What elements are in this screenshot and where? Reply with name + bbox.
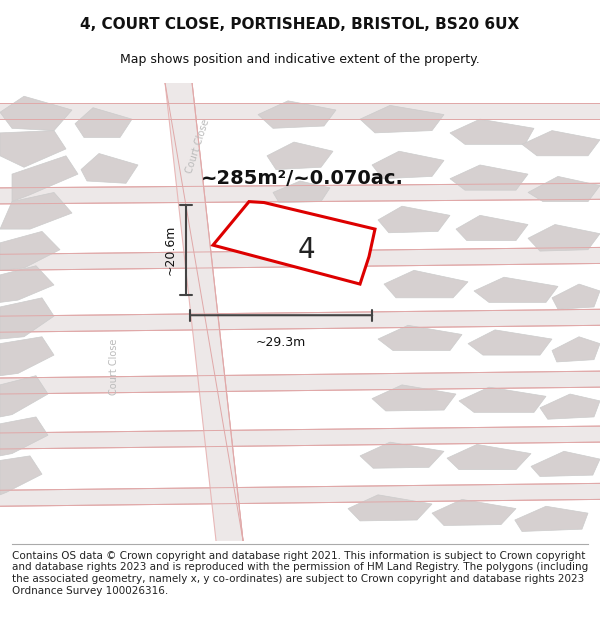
Polygon shape bbox=[258, 101, 336, 128]
Polygon shape bbox=[515, 506, 588, 531]
Polygon shape bbox=[0, 183, 600, 204]
Polygon shape bbox=[552, 284, 600, 309]
Polygon shape bbox=[0, 337, 54, 376]
Polygon shape bbox=[267, 142, 333, 169]
Polygon shape bbox=[0, 103, 600, 119]
Polygon shape bbox=[459, 387, 546, 412]
Text: 4: 4 bbox=[297, 236, 315, 264]
Polygon shape bbox=[0, 371, 600, 394]
Polygon shape bbox=[348, 495, 432, 521]
Polygon shape bbox=[0, 96, 72, 131]
Polygon shape bbox=[213, 202, 375, 284]
Text: Contains OS data © Crown copyright and database right 2021. This information is : Contains OS data © Crown copyright and d… bbox=[12, 551, 588, 596]
Polygon shape bbox=[273, 181, 330, 203]
Polygon shape bbox=[372, 151, 444, 179]
Polygon shape bbox=[474, 278, 558, 302]
Polygon shape bbox=[0, 376, 48, 417]
Polygon shape bbox=[378, 325, 462, 351]
Polygon shape bbox=[0, 483, 600, 506]
Polygon shape bbox=[552, 337, 600, 362]
Polygon shape bbox=[468, 330, 552, 355]
Text: ~29.3m: ~29.3m bbox=[256, 336, 306, 349]
Polygon shape bbox=[528, 224, 600, 251]
Polygon shape bbox=[0, 231, 60, 271]
Polygon shape bbox=[522, 131, 600, 156]
Text: Court Close: Court Close bbox=[185, 118, 211, 175]
Polygon shape bbox=[384, 271, 468, 298]
Text: ~20.6m: ~20.6m bbox=[164, 225, 177, 276]
Polygon shape bbox=[0, 248, 600, 271]
Text: Court Close: Court Close bbox=[109, 338, 119, 395]
Polygon shape bbox=[360, 106, 444, 133]
Polygon shape bbox=[165, 82, 243, 541]
Polygon shape bbox=[531, 451, 600, 476]
Polygon shape bbox=[81, 154, 138, 183]
Polygon shape bbox=[447, 444, 531, 469]
Polygon shape bbox=[165, 82, 243, 541]
Polygon shape bbox=[12, 156, 78, 202]
Text: Map shows position and indicative extent of the property.: Map shows position and indicative extent… bbox=[120, 53, 480, 66]
Polygon shape bbox=[360, 442, 444, 468]
Polygon shape bbox=[75, 107, 132, 138]
Polygon shape bbox=[432, 499, 516, 526]
Polygon shape bbox=[0, 456, 42, 495]
Polygon shape bbox=[0, 131, 66, 168]
Polygon shape bbox=[456, 216, 528, 241]
Polygon shape bbox=[450, 165, 528, 190]
Polygon shape bbox=[540, 394, 600, 419]
Polygon shape bbox=[0, 309, 600, 332]
Polygon shape bbox=[0, 192, 72, 229]
Polygon shape bbox=[0, 266, 54, 302]
Polygon shape bbox=[378, 206, 450, 232]
Polygon shape bbox=[450, 119, 534, 144]
Text: 4, COURT CLOSE, PORTISHEAD, BRISTOL, BS20 6UX: 4, COURT CLOSE, PORTISHEAD, BRISTOL, BS2… bbox=[80, 18, 520, 32]
Polygon shape bbox=[0, 426, 600, 449]
Polygon shape bbox=[0, 417, 48, 456]
Polygon shape bbox=[528, 176, 600, 202]
Polygon shape bbox=[372, 385, 456, 411]
Polygon shape bbox=[0, 298, 54, 339]
Text: ~285m²/~0.070ac.: ~285m²/~0.070ac. bbox=[201, 169, 404, 188]
